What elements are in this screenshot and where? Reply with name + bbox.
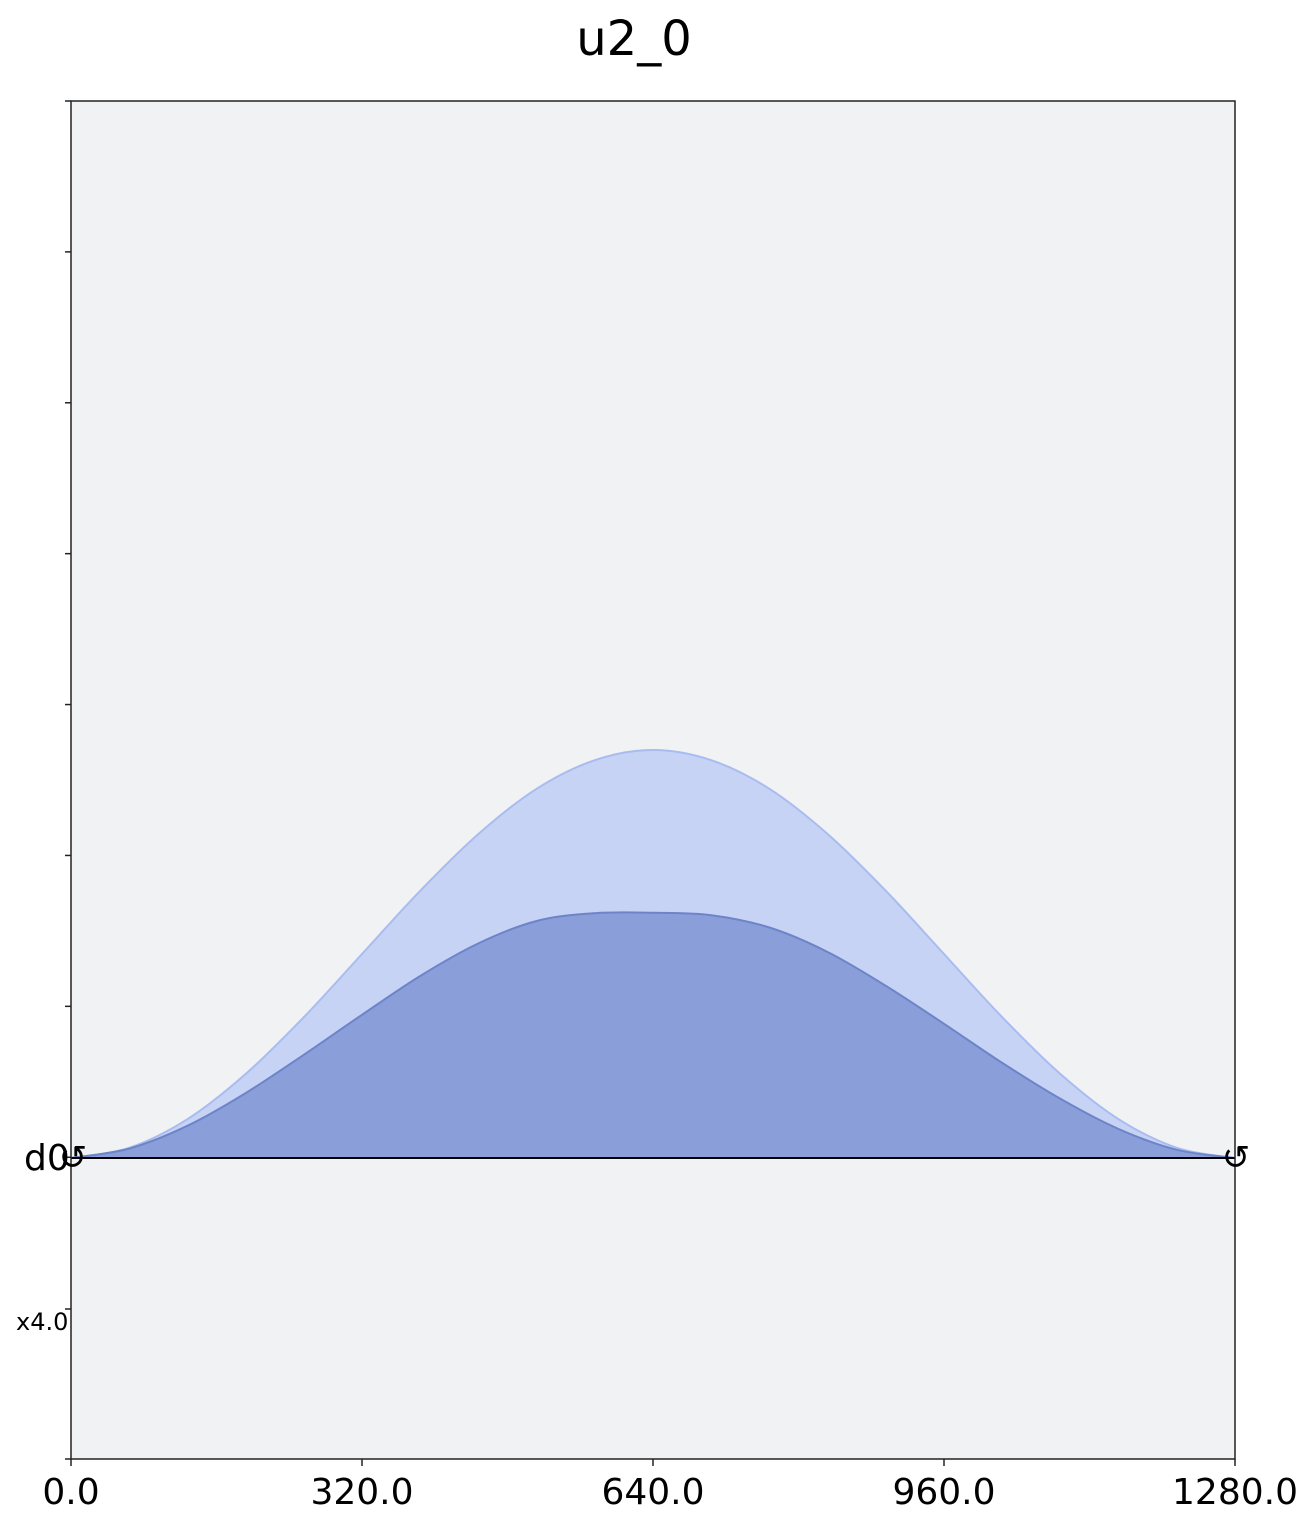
area-series-2-outline — [70, 911, 1236, 1159]
x-tick-label: 320.0 — [310, 1472, 413, 1513]
support-icon-left: ↺ — [59, 1138, 88, 1178]
x-tick-label: 1280.0 — [1172, 1472, 1298, 1513]
y-tick-group — [65, 100, 71, 1460]
beam-label: d0 — [24, 1138, 70, 1179]
x-tick-group: 0.0 320.0 640.0 960.0 1280.0 — [42, 1459, 1298, 1513]
support-icon-right: ↺ — [1222, 1138, 1251, 1178]
area-series-1-outline — [70, 748, 1236, 1159]
area-series-2 — [71, 912, 1235, 1158]
area-series-group — [70, 748, 1236, 1159]
x-tick-label: 960.0 — [892, 1472, 995, 1513]
scale-label: x4.0 — [16, 1308, 68, 1336]
chart-title: u2_0 — [576, 11, 692, 67]
x-tick-label: 0.0 — [42, 1472, 99, 1513]
x-tick-label: 640.0 — [601, 1472, 704, 1513]
